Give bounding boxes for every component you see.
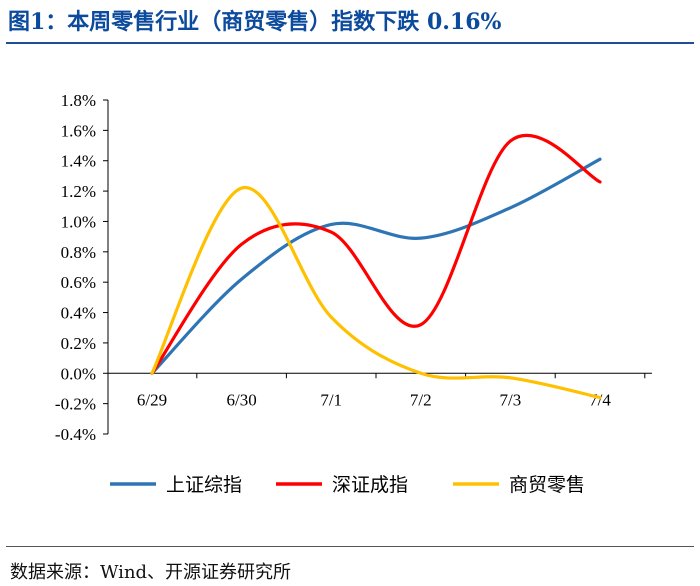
y-tick-label: 1.6% <box>61 121 96 140</box>
x-tick-label: 6/30 <box>226 390 256 409</box>
line-chart: 1.8% 1.6% 1.4% 1.2% 1.0% 0.8% 0.6% 0.4% 0.2% 0.0%… <box>55 91 652 496</box>
x-tick-label: 7/1 <box>320 390 342 409</box>
legend: 上证综指 深证成指 商贸零售 <box>110 474 585 496</box>
y-tick-label: 1.2% <box>61 182 96 201</box>
series-line-2 <box>150 133 602 375</box>
y-tick-label: 0.0% <box>61 364 96 383</box>
legend-label: 商贸零售 <box>509 474 585 496</box>
series-line-1 <box>150 157 602 375</box>
y-tick-label: 1.4% <box>61 152 96 171</box>
y-axis: 1.8% 1.6% 1.4% 1.2% 1.0% 0.8% 0.6% 0.4% 0.2% 0.0%… <box>55 91 109 444</box>
y-tick-label: 0.2% <box>61 334 96 353</box>
y-tick-label: 0.6% <box>61 273 96 292</box>
series-lines <box>150 133 602 400</box>
legend-label: 上证综指 <box>166 474 242 496</box>
x-tick-label: 6/29 <box>137 390 167 409</box>
x-tick-label: 7/2 <box>410 390 432 409</box>
y-tick-label: 1.8% <box>61 91 96 110</box>
x-tick-label: 7/4 <box>589 390 611 409</box>
y-tick-label: 0.4% <box>61 304 96 323</box>
figure-title: 图1：本周零售行业（商贸零售）指数下跌 0.16% <box>8 9 502 35</box>
title-divider <box>6 42 694 44</box>
y-tick-label: 1.0% <box>61 212 96 231</box>
footer-divider <box>6 546 694 547</box>
data-source-note: 数据来源：Wind、开源证券研究所 <box>10 562 292 583</box>
x-tick-label: 7/3 <box>500 390 522 409</box>
y-tick-label: -0.4% <box>55 425 96 444</box>
y-tick-label: 0.8% <box>61 243 96 262</box>
y-tick-label: -0.2% <box>55 395 96 414</box>
legend-label: 深证成指 <box>332 474 408 496</box>
series-line-3 <box>150 186 602 400</box>
